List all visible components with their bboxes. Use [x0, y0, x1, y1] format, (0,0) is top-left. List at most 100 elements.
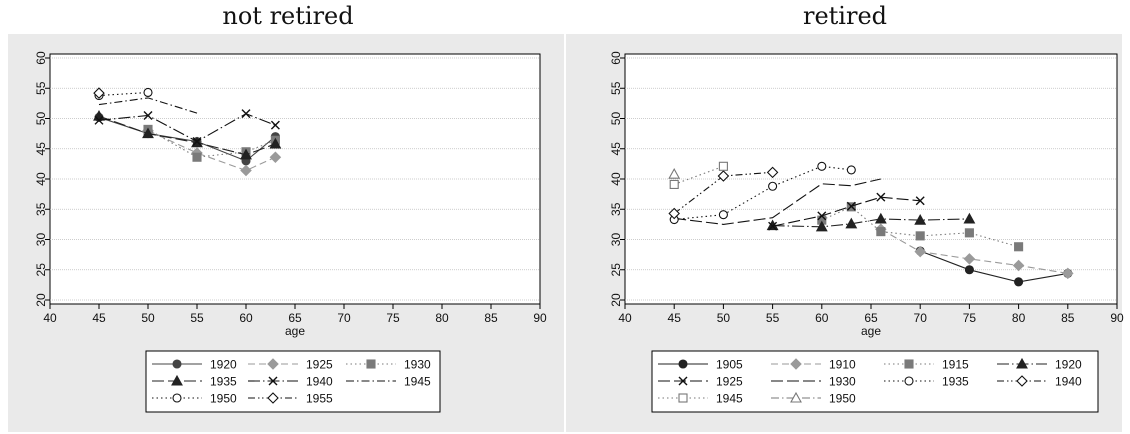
x-tick-label: 75 — [963, 311, 977, 325]
data-point — [766, 219, 779, 231]
data-point — [914, 214, 927, 225]
series-line-1905 — [920, 250, 1068, 283]
data-point — [269, 151, 282, 163]
legend-marker — [904, 376, 914, 386]
legend-label: 1945 — [716, 392, 743, 406]
y-tick-label: 50 — [609, 112, 623, 126]
legend-label: 1925 — [306, 358, 333, 372]
legend-label: 1915 — [942, 358, 969, 372]
series-1945 — [98, 97, 198, 114]
legend-label: 1945 — [404, 375, 431, 389]
x-tick-label: 45 — [668, 311, 682, 325]
data-point — [93, 87, 105, 99]
data-point — [718, 210, 728, 220]
legend-marker — [171, 374, 183, 386]
data-point — [142, 127, 154, 139]
x-tick-label: 50 — [717, 311, 731, 325]
y-tick-label: 20 — [609, 293, 623, 307]
data-point — [846, 201, 856, 211]
data-point — [669, 179, 679, 189]
legend-entry-1920: 1920 — [997, 358, 1082, 372]
series-1925 — [768, 192, 925, 231]
chart-title-not-retired: not retired — [222, 2, 354, 30]
y-tick-label: 60 — [34, 51, 48, 65]
data-point — [240, 164, 252, 177]
data-point — [668, 168, 681, 179]
data-point — [874, 212, 887, 224]
legend-label: 1925 — [716, 375, 743, 389]
legend-marker — [1016, 357, 1028, 369]
legend-marker — [267, 358, 279, 370]
legend-marker — [678, 376, 688, 386]
legend-entry-1955: 1955 — [248, 392, 333, 406]
data-point — [241, 109, 251, 119]
chart-panel-1: 20 25 30 35 40 45 50 55 60 40 45 50 55 60 65 70 75 80 85 90… — [566, 34, 1124, 432]
legend-marker — [366, 359, 376, 369]
legend-label: 1930 — [404, 358, 431, 372]
x-axis-label: age — [285, 324, 305, 338]
y-tick-label: 55 — [34, 81, 48, 95]
series-line-1930 — [674, 178, 881, 225]
legend-entry-1945: 1945 — [658, 392, 743, 406]
x-tick-label: 65 — [288, 311, 302, 325]
data-point — [1012, 259, 1025, 272]
y-tick-label: 50 — [34, 112, 48, 126]
legend-marker — [1016, 375, 1028, 387]
x-tick-label: 50 — [141, 311, 155, 325]
legend-marker — [790, 358, 802, 370]
x-tick-label: 55 — [766, 311, 780, 325]
legend-marker — [790, 391, 802, 403]
legend-marker — [268, 376, 278, 386]
x-tick-label: 85 — [1061, 311, 1075, 325]
y-tick-label: 25 — [609, 263, 623, 277]
series-1955 — [93, 87, 105, 99]
data-point — [914, 245, 926, 258]
x-tick-label: 40 — [618, 311, 632, 325]
legend-entry-1930: 1930 — [771, 375, 856, 389]
y-tick-label: 45 — [609, 142, 623, 156]
series-1930 — [674, 178, 881, 225]
data-point — [143, 87, 153, 98]
chart-title-retired: retired — [802, 2, 888, 30]
legend-label: 1930 — [829, 375, 856, 389]
data-point — [718, 161, 728, 171]
data-point — [766, 166, 779, 179]
legend-label: 1920 — [1055, 358, 1082, 372]
y-tick-label: 25 — [34, 263, 48, 277]
legend-label: 1950 — [210, 392, 237, 406]
data-point — [240, 148, 252, 160]
series-1935 — [669, 161, 856, 225]
data-point — [815, 220, 828, 232]
legend-entry-1915: 1915 — [884, 358, 969, 372]
legend-marker — [172, 359, 182, 369]
data-point — [192, 136, 202, 146]
legend-marker — [267, 392, 279, 404]
legend-label: 1955 — [306, 392, 333, 406]
series-line-1935 — [674, 165, 852, 221]
data-point — [964, 265, 974, 275]
data-point — [915, 231, 925, 241]
data-point — [1062, 267, 1074, 280]
series-1920 — [766, 212, 976, 232]
legend-label: 1935 — [210, 375, 237, 389]
data-point — [845, 217, 858, 229]
legend-entry-1925: 1925 — [658, 375, 743, 389]
series-line-1915 — [821, 206, 1019, 248]
data-point — [817, 161, 827, 171]
series-line-1930 — [147, 128, 276, 158]
legend-marker — [678, 393, 688, 403]
legend-entry-1945: 1945 — [346, 375, 431, 389]
x-tick-label: 40 — [43, 311, 57, 325]
y-tick-label: 60 — [609, 51, 623, 65]
data-point — [1014, 277, 1024, 287]
x-tick-label: 90 — [1110, 311, 1124, 325]
legend-label: 1920 — [210, 358, 237, 372]
series-1950 — [668, 168, 681, 179]
y-tick-label: 40 — [34, 172, 48, 186]
data-point — [964, 228, 974, 238]
chart-panel-0: 20 25 30 35 40 45 50 55 60 40 45 50 55 60 65 70 75 80 85 90… — [8, 34, 564, 432]
legend-label: 1950 — [829, 392, 856, 406]
x-tick-label: 65 — [864, 311, 878, 325]
legend-entry-1925: 1925 — [248, 358, 333, 372]
series-line-1925 — [147, 130, 276, 172]
